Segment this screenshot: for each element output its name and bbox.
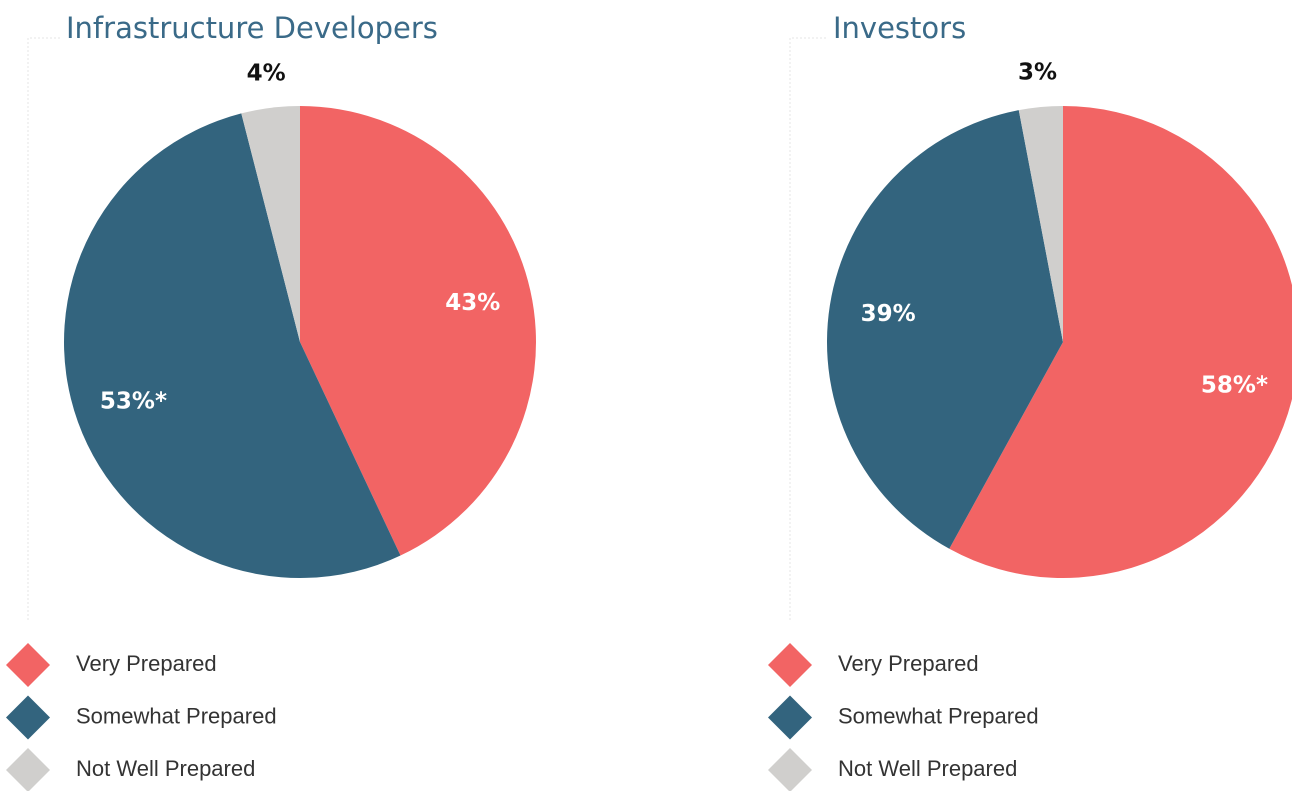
pie-slice xyxy=(827,110,1063,549)
data-label: 4% xyxy=(247,61,286,87)
legend-marker xyxy=(6,748,50,791)
data-label: 3% xyxy=(1018,60,1057,86)
leader-line xyxy=(789,37,827,620)
legend-label: Not Well Prepared xyxy=(76,756,255,781)
data-label: 39% xyxy=(861,301,916,327)
pie-slice xyxy=(1018,106,1063,342)
legend-marker xyxy=(768,695,812,740)
data-label: 58%* xyxy=(1201,373,1268,399)
legend-marker xyxy=(768,643,812,687)
data-label: 53%* xyxy=(100,388,167,414)
chart-title: Investors xyxy=(833,11,966,45)
legend-label: Somewhat Prepared xyxy=(76,703,277,728)
legend-label: Very Prepared xyxy=(838,651,979,676)
pie-slice xyxy=(949,106,1292,578)
data-label: 43% xyxy=(445,290,500,316)
pie-slice xyxy=(64,113,401,578)
pie-slice xyxy=(300,106,536,556)
legend-marker xyxy=(6,695,50,740)
legend-marker xyxy=(768,748,812,791)
legend-label: Somewhat Prepared xyxy=(838,703,1039,728)
leader-line xyxy=(27,37,60,620)
pie-slice xyxy=(241,106,300,342)
legend-label: Not Well Prepared xyxy=(838,756,1017,781)
legend-label: Very Prepared xyxy=(76,651,217,676)
legend-marker xyxy=(6,643,50,687)
chart-title: Infrastructure Developers xyxy=(66,11,438,45)
